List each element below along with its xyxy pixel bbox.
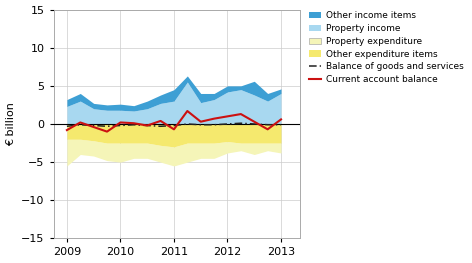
Y-axis label: € billion: € billion xyxy=(6,102,16,146)
Legend: Other income items, Property income, Property expenditure, Other expenditure ite: Other income items, Property income, Pro… xyxy=(307,9,465,86)
